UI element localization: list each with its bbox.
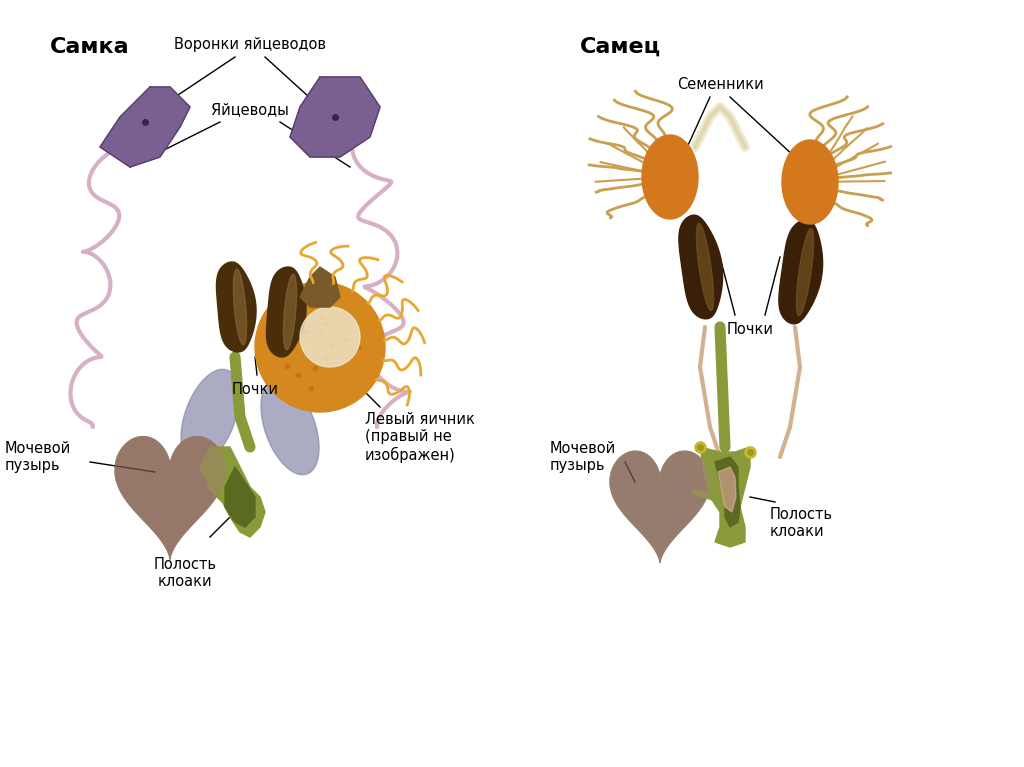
Text: Почки: Почки xyxy=(231,382,279,397)
Text: Яйцеводы: Яйцеводы xyxy=(211,102,289,117)
Polygon shape xyxy=(300,267,340,307)
Text: Мочевой
пузырь: Мочевой пузырь xyxy=(550,441,616,473)
Polygon shape xyxy=(115,436,225,559)
Text: Семенники: Семенники xyxy=(677,77,763,92)
Polygon shape xyxy=(610,451,710,562)
Polygon shape xyxy=(181,369,239,465)
Polygon shape xyxy=(700,447,750,547)
Polygon shape xyxy=(100,87,190,167)
Text: Полость
клоаки: Полость клоаки xyxy=(154,557,216,589)
Polygon shape xyxy=(779,220,822,324)
Polygon shape xyxy=(290,77,380,157)
Polygon shape xyxy=(679,216,723,319)
Polygon shape xyxy=(115,436,225,559)
Polygon shape xyxy=(610,451,710,562)
Polygon shape xyxy=(696,223,714,311)
Polygon shape xyxy=(642,135,698,219)
Polygon shape xyxy=(797,229,813,315)
Polygon shape xyxy=(284,274,297,350)
Text: Самец: Самец xyxy=(580,37,662,57)
Text: Левый яичник
(правый не
изображен): Левый яичник (правый не изображен) xyxy=(365,412,475,463)
Polygon shape xyxy=(200,447,265,537)
Polygon shape xyxy=(300,307,360,367)
Text: Самка: Самка xyxy=(50,37,130,57)
Polygon shape xyxy=(718,467,736,512)
Text: Воронки яйцеводов: Воронки яйцеводов xyxy=(174,37,326,52)
Text: Мочевой
пузырь: Мочевой пузырь xyxy=(5,441,72,473)
Polygon shape xyxy=(266,267,306,357)
Polygon shape xyxy=(233,269,247,345)
Polygon shape xyxy=(261,379,319,475)
Polygon shape xyxy=(216,262,256,352)
Text: Почки: Почки xyxy=(726,322,773,337)
Text: Полость
клоаки: Полость клоаки xyxy=(770,507,833,539)
Polygon shape xyxy=(782,140,838,224)
Polygon shape xyxy=(225,467,255,527)
Polygon shape xyxy=(255,282,385,412)
Polygon shape xyxy=(715,457,740,527)
